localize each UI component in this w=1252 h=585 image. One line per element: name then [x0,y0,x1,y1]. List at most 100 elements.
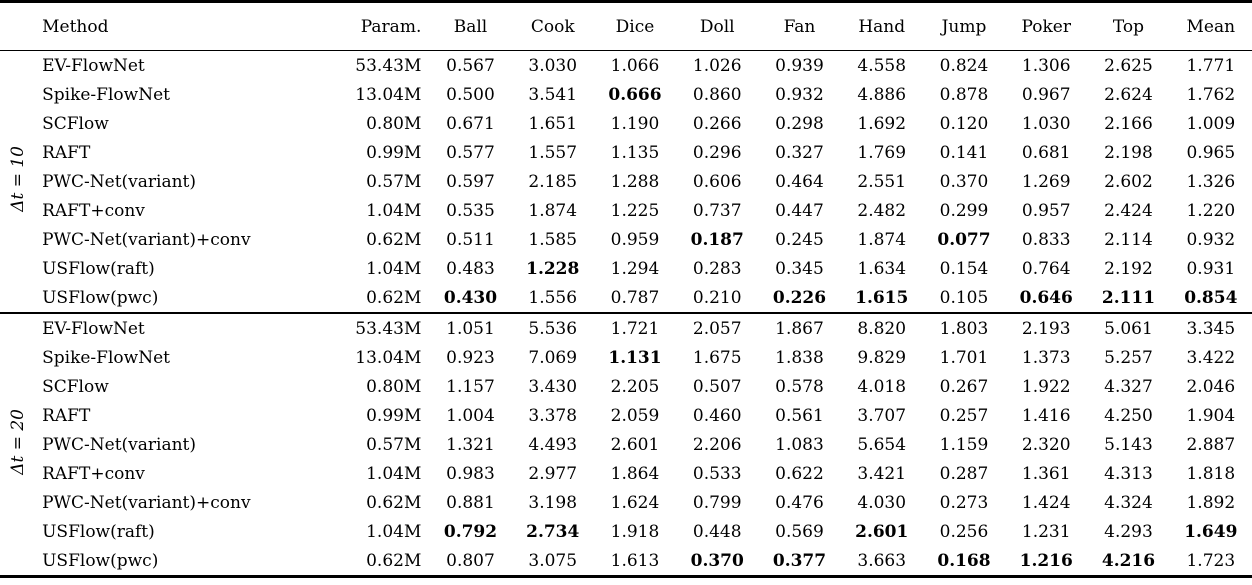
value-cell: 1.615 [855,287,909,308]
table-row: PWC-Net(variant)+conv 0.62M 0.881 3.198 1.62… [0,488,1252,517]
col-header-method: Method [36,1,336,51]
value-cell: 1.321 [446,434,495,455]
value-cell: 4.558 [857,55,907,76]
param-cell: 0.80M [366,376,422,397]
value-cell: 0.370 [939,171,989,192]
value-cell: 4.018 [857,376,907,397]
table-row: USFlow(raft) 1.04M 0.792 2.734 1.918 0.448 0.5… [0,517,1252,546]
value-cell: 1.864 [610,463,660,484]
value-cell: 0.567 [446,55,495,76]
value-cell: 0.327 [775,142,824,163]
table-row: Spike-FlowNet 13.04M 0.500 3.541 0.666 0.860 0… [0,80,1252,109]
value-cell: 2.624 [1104,84,1153,105]
value-cell: 3.198 [528,492,578,513]
method-cell: PWC-Net(variant) [42,434,197,455]
value-cell: 1.904 [1186,405,1236,426]
value-cell: 2.482 [857,200,907,221]
value-cell: 0.878 [939,84,989,105]
value-cell: 4.493 [528,434,578,455]
value-cell: 0.792 [443,521,498,542]
value-cell: 4.250 [1104,405,1153,426]
col-header-param: Param. [335,1,430,51]
group-dt10-body: Δt = 10 EV-FlowNet 53.43M 0.567 3.030 1.066 1.… [0,51,1252,314]
param-cell: 1.04M [366,463,422,484]
value-cell: 2.601 [855,521,909,542]
value-cell: 1.874 [528,200,578,221]
value-cell: 0.666 [608,84,662,105]
value-cell: 1.051 [446,318,495,339]
group-label-cell: Δt = 10 [0,51,36,314]
value-cell: 0.671 [446,113,495,134]
table-row: RAFT+conv 1.04M 0.983 2.977 1.864 0.533 0.622 3… [0,459,1252,488]
method-cell: PWC-Net(variant)+conv [42,492,251,513]
value-cell: 0.578 [775,376,824,397]
group-label-text: Δt = 20 [8,408,29,475]
value-cell: 1.131 [608,347,662,368]
value-cell: 0.464 [775,171,824,192]
value-cell: 5.536 [528,318,578,339]
value-cell: 2.166 [1104,113,1153,134]
param-cell: 0.80M [366,113,422,134]
group-dt20-body: Δt = 20 EV-FlowNet 53.43M 1.051 5.536 1.721 2.… [0,313,1252,577]
value-cell: 1.083 [775,434,824,455]
value-cell: 0.561 [775,405,824,426]
value-cell: 3.075 [528,550,578,571]
value-cell: 5.143 [1104,434,1153,455]
value-cell: 0.535 [446,200,495,221]
col-header-hand: Hand [840,1,923,51]
value-cell: 0.965 [1186,142,1236,163]
value-cell: 0.298 [775,113,824,134]
value-cell: 4.324 [1104,492,1153,513]
value-cell: 3.345 [1186,318,1236,339]
value-cell: 8.820 [857,318,907,339]
value-cell: 2.424 [1104,200,1153,221]
value-cell: 0.168 [937,550,991,571]
value-cell: 1.294 [610,258,660,279]
param-cell: 0.62M [366,550,422,571]
value-cell: 0.476 [775,492,824,513]
value-cell: 0.507 [692,376,742,397]
method-cell: RAFT [42,142,91,163]
value-cell: 4.886 [857,84,907,105]
method-cell: RAFT [42,405,91,426]
value-cell: 1.762 [1186,84,1236,105]
method-cell: USFlow(raft) [42,258,155,279]
param-cell: 0.62M [366,229,422,250]
col-header-dice: Dice [593,1,677,51]
value-cell: 0.959 [610,229,660,250]
value-cell: 0.957 [1021,200,1071,221]
value-cell: 1.624 [610,492,660,513]
value-cell: 1.892 [1186,492,1236,513]
value-cell: 1.326 [1186,171,1236,192]
value-cell: 1.216 [1019,550,1073,571]
value-cell: 0.257 [939,405,989,426]
value-cell: 2.205 [610,376,660,397]
table-row: SCFlow 0.80M 1.157 3.430 2.205 0.507 0.578 4.01… [0,372,1252,401]
value-cell: 1.361 [1021,463,1071,484]
value-cell: 0.569 [775,521,824,542]
value-cell: 0.077 [937,229,991,250]
param-cell: 1.04M [366,200,422,221]
method-cell: Spike-FlowNet [42,347,170,368]
value-cell: 1.721 [610,318,660,339]
value-cell: 0.799 [692,492,742,513]
value-cell: 0.939 [775,55,824,76]
value-cell: 5.257 [1104,347,1153,368]
value-cell: 1.159 [939,434,989,455]
value-cell: 0.283 [692,258,742,279]
value-cell: 0.511 [446,229,495,250]
value-cell: 0.932 [775,84,824,105]
method-cell: PWC-Net(variant)+conv [42,229,251,250]
value-cell: 0.154 [939,258,989,279]
param-cell: 0.99M [366,405,422,426]
value-cell: 0.597 [446,171,495,192]
value-cell: 1.009 [1186,113,1236,134]
method-cell: EV-FlowNet [42,55,145,76]
value-cell: 2.206 [692,434,742,455]
table-row: USFlow(pwc) 0.62M 0.430 1.556 0.787 0.210 0.22… [0,283,1252,313]
value-cell: 0.967 [1021,84,1071,105]
value-cell: 0.377 [772,550,827,571]
value-cell: 0.287 [939,463,989,484]
value-cell: 3.378 [528,405,578,426]
